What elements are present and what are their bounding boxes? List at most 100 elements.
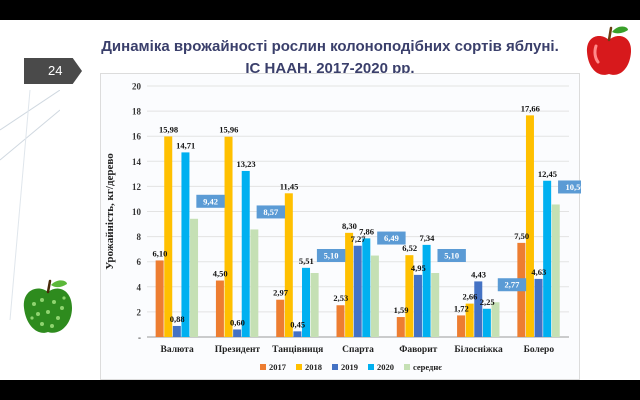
- mean-label-box: [377, 231, 406, 245]
- data-label-2019: 4,63: [531, 267, 546, 277]
- bar-2018: [345, 232, 354, 337]
- bar-mean: [310, 272, 319, 337]
- data-label-mean: 6,49: [384, 233, 399, 243]
- y-tick-label: 16: [132, 132, 142, 142]
- bar-2018: [224, 136, 233, 337]
- x-category-label: Танцівниця: [272, 344, 323, 355]
- legend-label-2019: 2019: [341, 362, 358, 372]
- decorative-lines: [0, 90, 60, 320]
- legend-label-2018: 2018: [305, 362, 322, 372]
- bar-2020: [181, 152, 190, 337]
- bar-2017: [396, 317, 405, 337]
- bar-2017: [276, 299, 285, 337]
- data-label-2018: 8,30: [342, 221, 357, 231]
- mean-label-box: [316, 248, 346, 262]
- bar-2020: [362, 238, 371, 337]
- legend-label-2020: 2020: [377, 362, 394, 372]
- y-tick-label: 12: [132, 182, 142, 192]
- data-label-2019: 4,43: [471, 269, 486, 279]
- y-tick-label: 20: [132, 82, 142, 92]
- bar-2019: [233, 329, 242, 337]
- y-tick-label: 10: [132, 207, 142, 217]
- slide-title-line1: Динаміка врожайності рослин колоноподібн…: [101, 38, 559, 55]
- x-category-label: Фаворит: [399, 345, 437, 355]
- bar-2017: [215, 280, 224, 337]
- data-label-2017: 7,50: [514, 231, 529, 241]
- y-tick-label: -: [138, 333, 141, 343]
- data-label-mean: 8,57: [263, 207, 279, 217]
- slide-title: Динаміка врожайності рослин колоноподібн…: [70, 36, 590, 80]
- bar-mean: [551, 204, 560, 337]
- legend-swatch-2018: [296, 364, 302, 370]
- data-label-2020: 2,25: [480, 297, 495, 307]
- data-label-mean: 2,77: [505, 280, 521, 290]
- data-label-2017: 1,72: [454, 303, 469, 313]
- data-label-2020: 7,86: [359, 226, 374, 236]
- data-label-2017: 6,10: [153, 248, 168, 258]
- bar-2019: [172, 325, 181, 337]
- bar-2019: [534, 278, 543, 337]
- data-label-2018: 11,45: [280, 181, 299, 191]
- bar-2017: [457, 315, 466, 337]
- green-apple-icon: [23, 279, 72, 333]
- bar-2020: [482, 308, 491, 337]
- bar-2017: [155, 260, 164, 337]
- data-label-2018: 15,96: [219, 125, 238, 135]
- top-black-bar: [0, 0, 640, 20]
- data-label-2019: 0,60: [230, 317, 245, 327]
- bar-2018: [465, 303, 474, 337]
- bar-2018: [405, 255, 414, 337]
- data-label-2018: 15,98: [159, 124, 178, 134]
- data-label-2019: 0,45: [290, 319, 305, 329]
- y-tick-label: 2: [137, 307, 142, 317]
- bar-2017: [336, 305, 345, 337]
- bar-chart: - 2 4 6 8 10 12 14 16 18 20 Урожайність, кг/дерево В…: [104, 82, 581, 372]
- bar-mean: [250, 229, 259, 337]
- bar-2020: [241, 170, 250, 337]
- x-category-label: Болеро: [524, 345, 555, 355]
- legend-swatch-2019: [332, 364, 338, 370]
- data-label-2020: 5,51: [299, 256, 314, 266]
- y-tick-label: 6: [137, 257, 142, 267]
- bar-2019: [413, 274, 422, 337]
- data-label-2019: 7,27: [351, 234, 367, 244]
- x-category-label: Білосніжка: [454, 344, 503, 355]
- page-number-tag: 24: [24, 58, 82, 84]
- mean-label-box: [196, 194, 225, 208]
- data-label-2017: 4,50: [213, 269, 228, 279]
- bar-2018: [525, 115, 534, 337]
- y-tick-label: 8: [137, 232, 142, 242]
- legend-swatch-2017: [260, 364, 266, 370]
- red-apple-icon: [586, 26, 632, 75]
- bar-mean: [491, 302, 500, 337]
- data-label-2020: 12,45: [538, 169, 557, 179]
- mean-label-box: [437, 248, 466, 262]
- data-label-2018: 6,52: [402, 243, 417, 253]
- bottom-black-bar: [0, 380, 640, 400]
- x-category-label: Президент: [215, 345, 261, 355]
- slide-title-line2: ІС НААН, 2017-2020 рр.: [245, 60, 415, 77]
- y-tick-label: 14: [132, 157, 142, 167]
- data-label-mean: 5,10: [324, 250, 339, 260]
- legend-swatch-mean: [404, 364, 410, 370]
- data-label-2017: 1,59: [394, 305, 409, 315]
- data-label-2017: 2,53: [333, 293, 348, 303]
- x-category-label: Спарта: [342, 345, 374, 355]
- data-label-2018: 2,66: [463, 292, 478, 302]
- bar-mean: [370, 255, 379, 337]
- data-label-mean: 9,42: [203, 196, 218, 206]
- y-axis-label: Урожайність, кг/дерево: [104, 153, 116, 270]
- bar-mean: [190, 218, 199, 337]
- bar-2020: [422, 244, 431, 337]
- bar-2019: [474, 281, 483, 337]
- data-label-2020: 14,71: [176, 140, 195, 150]
- bar-2018: [164, 136, 173, 337]
- data-label-2019: 0,88: [170, 314, 185, 324]
- chart-area: - 2 4 6 8 10 12 14 16 18 20 Урожайність, кг/дерево В…: [100, 73, 581, 380]
- data-label-mean: 10,56: [565, 182, 581, 192]
- y-tick-label: 4: [137, 282, 142, 292]
- bar-2020: [543, 180, 552, 337]
- legend-label-mean: середнє: [413, 362, 442, 372]
- data-label-2018: 17,66: [521, 103, 540, 113]
- data-label-2017: 2,97: [273, 288, 289, 298]
